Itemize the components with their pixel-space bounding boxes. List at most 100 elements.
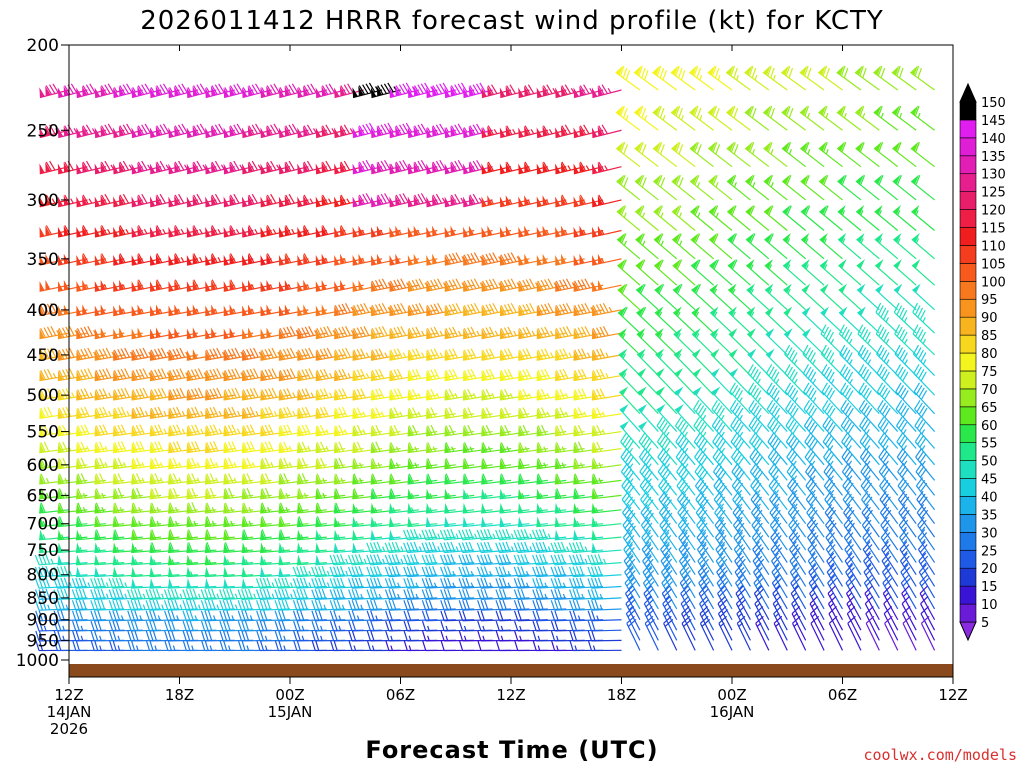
wind-barb (315, 457, 346, 470)
wind-barb (781, 141, 807, 168)
wind-barb (689, 105, 714, 131)
wind-barb (554, 473, 585, 485)
watermark: coolwx.com/models (863, 746, 1017, 764)
wind-barb (518, 348, 548, 361)
wind-barb (536, 516, 567, 528)
wind-barb (918, 564, 936, 599)
wind-barb (898, 504, 917, 538)
wind-barb (573, 368, 604, 382)
wind-barb (731, 448, 751, 481)
wind-barb (913, 382, 936, 415)
colorbar-tick-label: 120 (981, 204, 1006, 219)
wind-barb (481, 348, 512, 361)
wind-barb (536, 278, 567, 292)
wind-barb (278, 388, 309, 401)
y-tick-label: 700 (27, 515, 59, 535)
wind-barb (897, 462, 917, 496)
wind-barb (39, 441, 70, 454)
wind-barb (57, 516, 88, 528)
wind-barb (735, 585, 751, 621)
wind-barb (499, 502, 530, 514)
wind-barb (463, 326, 493, 340)
y-tick-label: 850 (27, 589, 59, 609)
wind-barb (842, 477, 862, 511)
colorbar-tick-label: 20 (981, 562, 998, 577)
wind-barb (444, 388, 475, 401)
wind-barb (75, 516, 106, 528)
colorbar-tick-label: 85 (981, 329, 998, 344)
wind-barb (620, 432, 641, 466)
wind-barb (389, 516, 419, 528)
wind-barb (112, 424, 143, 437)
wind-barb (352, 488, 383, 500)
wind-barb (875, 283, 899, 311)
wind-barb (260, 347, 291, 361)
wind-barb (204, 473, 235, 485)
wind-barb (728, 328, 751, 356)
wind-barb (389, 424, 420, 437)
wind-barb (370, 122, 401, 139)
wind-barb (917, 541, 936, 576)
wind-barb (836, 105, 862, 131)
wind-barb (149, 542, 180, 554)
wind-barb (75, 488, 106, 500)
wind-barbs-layer (34, 65, 936, 652)
wind-barb (444, 302, 475, 317)
wind-barb (39, 406, 70, 420)
wind-barb (241, 502, 272, 514)
wind-barb (638, 420, 659, 449)
wind-barb (76, 124, 106, 139)
wind-barb (241, 566, 272, 578)
wind-barb (817, 65, 843, 91)
wind-barb (617, 306, 641, 334)
wind-barb (617, 283, 641, 311)
wind-barb (421, 610, 456, 622)
wind-barb (149, 83, 180, 99)
wind-barb (919, 574, 936, 610)
wind-barb (555, 348, 585, 361)
colorbar-tick-label: 110 (981, 239, 1006, 254)
wind-barb (223, 123, 254, 139)
wind-barb (223, 347, 254, 361)
wind-barb (440, 620, 475, 632)
wind-barb (787, 490, 807, 525)
wind-barb (637, 386, 659, 415)
wind-barb (744, 141, 770, 168)
wind-barb (274, 640, 309, 652)
wind-barb (619, 404, 641, 432)
wind-barb (746, 306, 770, 334)
colorbar-tick-label: 15 (981, 580, 998, 595)
wind-barb (637, 367, 659, 396)
wind-barb (752, 552, 770, 587)
wind-barb (518, 388, 548, 401)
wind-barb (76, 326, 106, 340)
wind-barb (499, 442, 530, 454)
wind-barb (260, 424, 291, 437)
wind-barb (746, 328, 770, 356)
wind-barb (659, 516, 678, 551)
wind-barb (75, 542, 106, 554)
wind-barb (711, 386, 733, 415)
plot-frame (68, 44, 954, 678)
wind-barb (674, 386, 696, 415)
x-tick-label: 06Z (386, 686, 415, 704)
wind-barb (204, 578, 235, 589)
wind-barb (726, 174, 751, 201)
wind-barb (131, 253, 162, 266)
wind-barb (753, 585, 770, 621)
x-tick-label: 18Z (165, 686, 194, 704)
wind-barb (458, 640, 493, 652)
wind-barb (717, 606, 733, 641)
wind-barb (873, 105, 899, 131)
wind-barb (481, 388, 512, 401)
wind-barb (426, 193, 456, 208)
wind-barb (745, 204, 770, 231)
wind-barb (481, 424, 512, 437)
wind-barb (827, 585, 844, 621)
x-tick-label: 12Z (938, 686, 967, 704)
wind-barb (670, 105, 696, 131)
wind-barb (260, 529, 291, 541)
wind-barb (444, 516, 475, 528)
wind-barb (707, 105, 733, 131)
wind-barb (204, 424, 235, 437)
